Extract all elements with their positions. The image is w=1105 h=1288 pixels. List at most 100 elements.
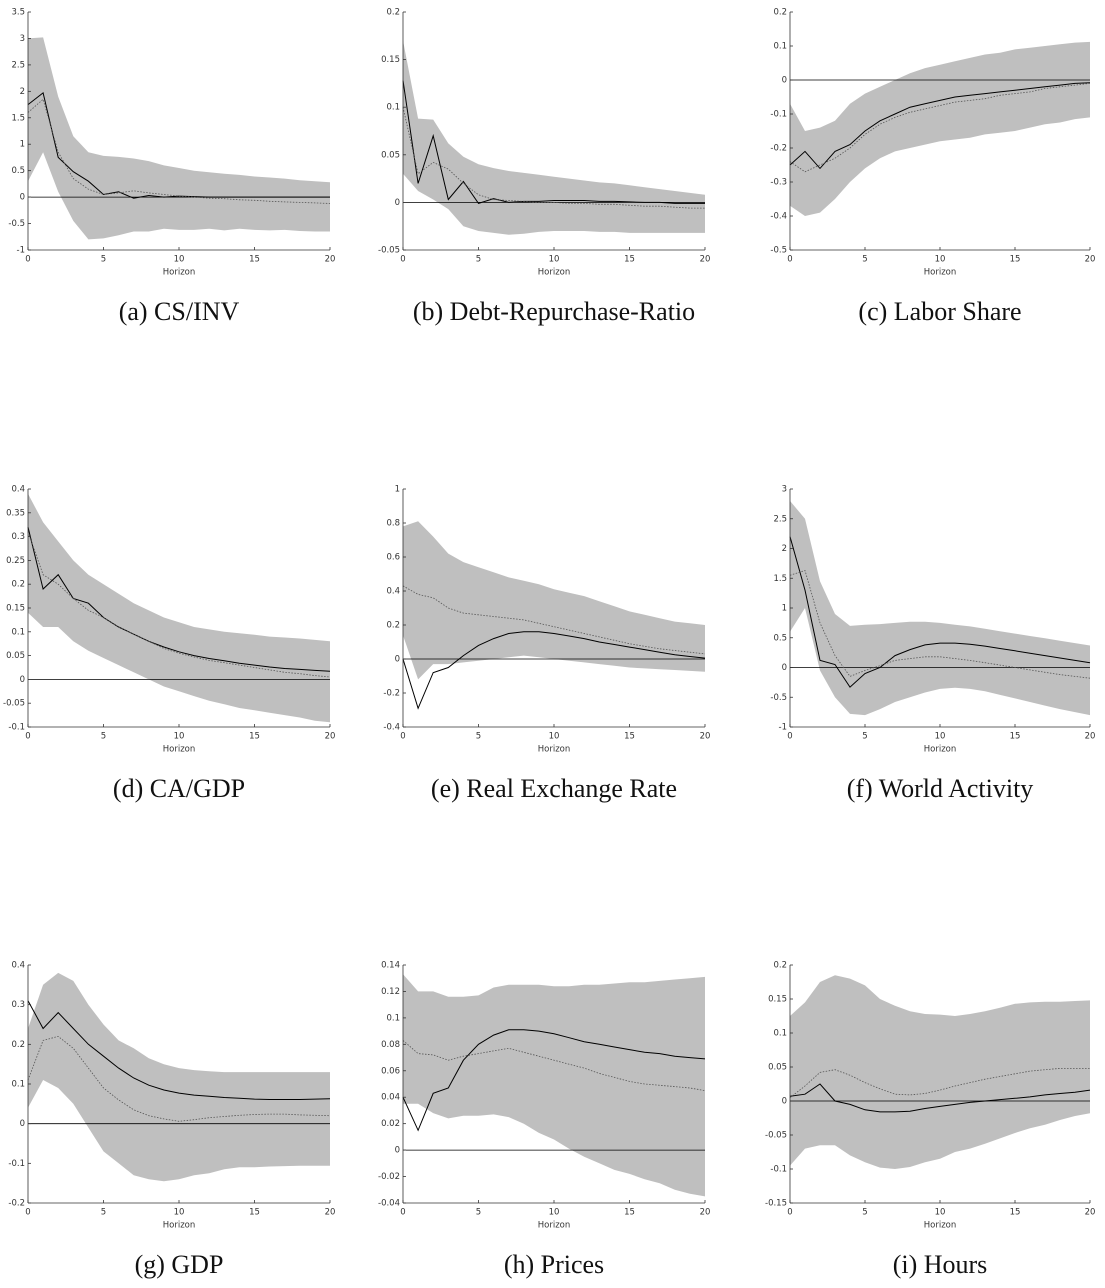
x-tick-label: 10 — [174, 255, 185, 265]
y-tick-label: 0.6 — [386, 553, 400, 563]
x-tick-label: 15 — [624, 1208, 635, 1218]
y-tick-label: -0.4 — [770, 212, 787, 222]
y-tick-label: 2.5 — [773, 514, 787, 524]
x-tick-label: 5 — [101, 1208, 106, 1218]
y-tick-label: 0.5 — [11, 166, 25, 176]
y-tick-label: 0.8 — [386, 519, 400, 529]
y-tick-label: 0.02 — [381, 1119, 400, 1129]
x-axis-label: Horizon — [538, 1221, 571, 1231]
y-tick-label: 0.4 — [11, 485, 25, 495]
x-axis-label: Horizon — [924, 1221, 957, 1231]
x-tick-label: 15 — [249, 255, 260, 265]
panel-caption: (d) CA/GDP — [113, 774, 245, 803]
confidence-band — [28, 493, 330, 723]
y-tick-label: -0.1 — [8, 1159, 25, 1169]
x-tick-label: 0 — [400, 1208, 405, 1218]
x-tick-label: 10 — [935, 1208, 946, 1218]
x-tick-label: 10 — [549, 255, 560, 265]
line-series — [402, 80, 705, 204]
y-tick-label: 0.2 — [773, 8, 787, 18]
y-tick-label: -0.15 — [765, 1199, 787, 1209]
x-tick-label: 15 — [1010, 1208, 1021, 1218]
y-tick-label: -0.2 — [770, 144, 787, 154]
y-tick-label: 1.5 — [773, 574, 787, 584]
line-series — [789, 1083, 1091, 1113]
x-tick-label: 5 — [862, 255, 867, 265]
y-tick-label: 3.5 — [11, 8, 25, 18]
panel: -1 -0.5 0 0.5 1 1.5 2 2.5 3 0 5 10 15 20 Horizon (f) Wo… — [770, 485, 1095, 803]
y-tick-label: 1 — [395, 485, 400, 495]
x-tick-label: 10 — [174, 732, 185, 742]
line-series — [27, 526, 331, 672]
y-tick-label: -1 — [779, 723, 787, 733]
x-tick-label: 10 — [549, 1208, 560, 1218]
panel-caption: (i) Hours — [893, 1250, 988, 1279]
x-tick-label: 0 — [400, 732, 405, 742]
y-tick-label: 0.1 — [386, 103, 400, 113]
x-tick-label: 10 — [935, 732, 946, 742]
panel: -0.5 -0.4 -0.3 -0.2 -0.1 0 0.1 0.2 0 5 10 15 20 Horiz… — [770, 8, 1095, 326]
y-tick-label: 0.05 — [768, 1063, 787, 1073]
line-series — [27, 531, 331, 678]
line-series — [789, 569, 1091, 679]
y-tick-label: 0 — [20, 1119, 25, 1129]
line-series — [27, 92, 330, 199]
y-tick-label: 0.04 — [381, 1093, 400, 1103]
x-tick-label: 20 — [325, 732, 336, 742]
x-axis-label: Horizon — [163, 268, 196, 278]
x-tick-label: 0 — [25, 732, 30, 742]
x-tick-label: 0 — [787, 1208, 792, 1218]
y-tick-label: -0.05 — [3, 699, 25, 709]
x-tick-label: 0 — [25, 255, 30, 265]
line-series — [27, 1000, 331, 1100]
x-tick-label: 20 — [700, 1208, 711, 1218]
panel-caption: (e) Real Exchange Rate — [431, 774, 677, 803]
y-tick-label: 0.2 — [386, 8, 400, 18]
x-axis-label: Horizon — [163, 1221, 196, 1231]
y-tick-label: 0.3 — [11, 532, 25, 542]
x-tick-label: 5 — [862, 1208, 867, 1218]
y-tick-label: -0.02 — [378, 1172, 400, 1182]
x-tick-label: 15 — [624, 732, 635, 742]
y-tick-label: 0.3 — [11, 1000, 25, 1010]
y-tick-label: -0.1 — [8, 723, 25, 733]
panel: -0.1 -0.05 0 0.05 0.1 0.15 0.2 0.25 0.3 0.35 0.4 0 5… — [3, 485, 335, 803]
y-tick-label: 0.4 — [386, 587, 400, 597]
panel: -0.2 -0.1 0 0.1 0.2 0.3 0.4 0 5 10 15 20 Horizon (g) … — [8, 961, 335, 1279]
line-series — [789, 83, 1091, 173]
y-tick-label: 0.4 — [11, 961, 25, 971]
x-tick-label: 5 — [476, 255, 481, 265]
line-series — [402, 1029, 706, 1132]
x-tick-label: 0 — [400, 255, 405, 265]
y-tick-label: -0.05 — [765, 1131, 787, 1141]
confidence-band — [403, 974, 705, 1197]
x-tick-label: 20 — [325, 255, 336, 265]
y-tick-label: 0 — [395, 655, 400, 665]
y-tick-label: 1.5 — [11, 113, 25, 123]
y-tick-label: 0.1 — [11, 1080, 25, 1090]
line-series — [402, 585, 706, 655]
y-tick-label: 0.5 — [773, 633, 787, 643]
y-tick-label: 0 — [782, 1097, 787, 1107]
x-tick-label: 20 — [1085, 255, 1096, 265]
y-tick-label: 0.05 — [6, 651, 25, 661]
y-tick-label: 0 — [395, 198, 400, 208]
y-tick-label: 0.15 — [6, 604, 25, 614]
line-series — [402, 631, 706, 710]
y-tick-label: 0.06 — [381, 1066, 400, 1076]
x-tick-label: 5 — [101, 255, 106, 265]
y-tick-label: 0.1 — [386, 1013, 400, 1023]
x-axis-label: Horizon — [538, 268, 571, 278]
confidence-band — [790, 975, 1090, 1169]
y-tick-label: 0.35 — [6, 508, 25, 518]
y-tick-label: -0.04 — [378, 1199, 400, 1209]
x-tick-label: 20 — [700, 732, 711, 742]
panel: -1 -0.5 0 0.5 1 1.5 2 2.5 3 3.5 0 5 10 15 20 Horizon (a)… — [8, 8, 335, 326]
y-tick-label: 0.15 — [768, 995, 787, 1005]
confidence-band — [790, 41, 1090, 217]
x-tick-label: 20 — [1085, 1208, 1096, 1218]
y-tick-label: -0.5 — [770, 246, 787, 256]
confidence-band — [403, 40, 705, 235]
